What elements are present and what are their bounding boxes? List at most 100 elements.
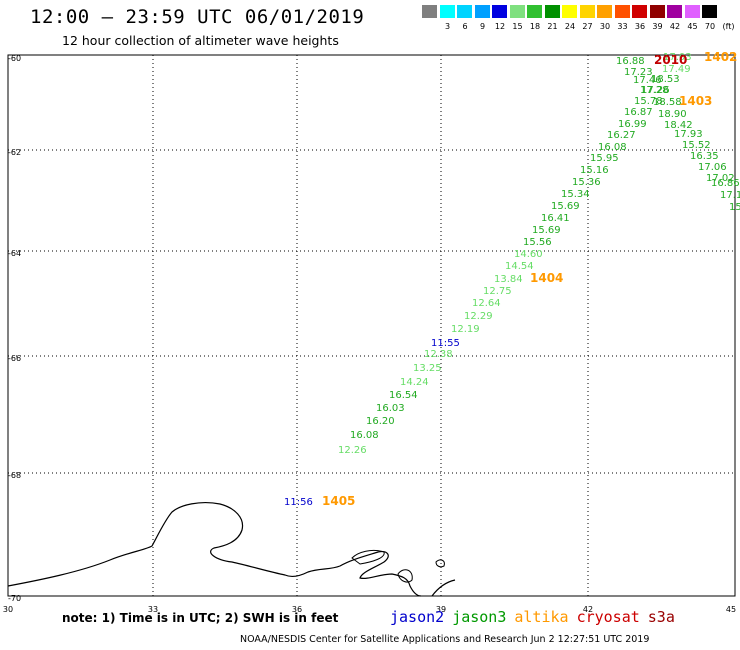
swh-label: 15.36 (572, 177, 601, 188)
swh-label: 14.60 (514, 249, 543, 260)
swh-label: 16.54 (389, 390, 418, 401)
swh-label: 15.69 (532, 225, 561, 236)
credit-line: NOAA/NESDIS Center for Satellite Applica… (240, 634, 650, 645)
scale-tick-label: 3 (444, 22, 451, 31)
swh-label: 15 (729, 202, 740, 213)
legend-item-jason2: jason2 (390, 608, 445, 626)
scale-swatch (492, 5, 508, 18)
swh-label: 18.53 (651, 74, 680, 85)
swh-label: 16.35 (690, 151, 719, 162)
coastline-island (435, 559, 445, 568)
swh-label: 13.84 (494, 274, 523, 285)
swh-label: 18.58 (653, 97, 682, 108)
time-label: 11:56 (284, 497, 313, 508)
legend-item-jason3: jason3 (452, 608, 507, 626)
pass-number-label: 1402 (704, 50, 737, 64)
coastline (7, 501, 456, 597)
latitude-tick-label: -66 (8, 354, 21, 363)
pass-number-label: 1405 (322, 494, 355, 508)
swh-label: 16.41 (541, 213, 570, 224)
swh-label: 12.26 (338, 445, 367, 456)
swh-label: 12.29 (464, 311, 493, 322)
latitude-tick-label: -62 (8, 148, 21, 157)
scale-tick-label: 9 (479, 22, 486, 31)
scale-tick-label: 21 (547, 22, 558, 31)
latitude-tick-label: -60 (8, 54, 21, 63)
swh-label: 16.88 (616, 56, 645, 67)
scale-tick-label: 18 (529, 22, 541, 31)
swh-label: 18.90 (658, 109, 687, 120)
satellite-legend: jason2 jason3 altika cryosat s3a (390, 608, 683, 626)
latitude-tick-label: -64 (8, 249, 21, 258)
longitude-tick-label: 36 (292, 605, 302, 614)
swh-label: 17.06 (698, 162, 727, 173)
coastline-island (351, 549, 385, 565)
scale-tick-label: 70 (704, 22, 716, 31)
scale-swatch (562, 5, 578, 18)
swh-label: 17.1 (720, 190, 740, 201)
scale-tick-label: 36 (634, 22, 646, 31)
pass-number-label: 1404 (530, 271, 563, 285)
swh-label: 15.56 (523, 237, 552, 248)
scale-tick-label: 12 (494, 22, 506, 31)
footnote: note: 1) Time is in UTC; 2) SWH is in fe… (62, 611, 339, 625)
scale-swatch (649, 5, 666, 18)
latitude-tick-label: -70 (8, 594, 21, 603)
legend-item-cryosat: cryosat (576, 608, 640, 626)
scale-swatch (457, 5, 473, 18)
scale-swatch (597, 5, 613, 18)
swh-label: 14.24 (400, 377, 429, 388)
scale-swatch (527, 5, 543, 18)
swh-label: 17.26 (641, 85, 670, 96)
swh-label: 16.08 (598, 142, 627, 153)
longitude-tick-label: 45 (726, 605, 736, 614)
swh-label: 15.69 (551, 201, 580, 212)
pass-number-label: 1403 (679, 94, 712, 108)
scale-unit-label: (ft) (722, 22, 735, 31)
longitude-tick-label: 39 (436, 605, 446, 614)
swh-label: 16.03 (376, 403, 405, 414)
scale-swatch (422, 5, 438, 18)
legend-item-s3a: s3a (647, 608, 675, 626)
time-label: 11:55 (431, 338, 460, 349)
scale-swatch (667, 5, 683, 18)
scale-swatch (439, 5, 456, 18)
scale-swatch (509, 5, 526, 18)
swh-label: 16.27 (607, 130, 636, 141)
swh-label: 16.20 (366, 416, 395, 427)
scale-swatch (579, 5, 596, 18)
scale-tick-label: 15 (512, 22, 523, 31)
scale-tick-label: 6 (462, 22, 468, 31)
swh-label: 15.34 (561, 189, 590, 200)
scale-swatch (544, 5, 561, 18)
map-subtitle: 12 hour collection of altimeter wave hei… (62, 33, 339, 48)
swh-label: 15.78 (634, 96, 663, 107)
swh-label: 17.49 (662, 64, 691, 75)
longitude-tick-label: 42 (583, 605, 593, 614)
scale-swatch (702, 5, 718, 18)
swh-label: 15.16 (580, 165, 609, 176)
scale-swatch (684, 5, 701, 18)
pass-number-label: 2010 (654, 53, 687, 67)
scale-tick-label: 27 (582, 22, 593, 31)
scale-swatch (474, 5, 491, 18)
swh-label: 17.28 (640, 85, 669, 96)
swh-label: 13.25 (413, 363, 442, 374)
swh-label: 17.46 (633, 75, 662, 86)
swh-label: 14.54 (505, 261, 534, 272)
scale-tick-label: 33 (617, 22, 628, 31)
swh-label: 16.86 (711, 178, 740, 189)
scale-swatch (614, 5, 631, 18)
scale-tick-label: 24 (564, 22, 576, 31)
swh-label: 15.95 (590, 153, 619, 164)
longitude-tick-label: 30 (3, 605, 13, 614)
swh-label: 15.52 (682, 140, 711, 151)
swh-label: 18.42 (664, 120, 693, 131)
scale-tick-label: 39 (652, 22, 663, 31)
scale-swatch (632, 5, 648, 18)
map-title: 12:00 — 23:59 UTC 06/01/2019 (30, 6, 365, 28)
scale-tick-label: 30 (599, 22, 611, 31)
scale-tick-label: 45 (687, 22, 698, 31)
latitude-tick-label: -68 (8, 471, 21, 480)
